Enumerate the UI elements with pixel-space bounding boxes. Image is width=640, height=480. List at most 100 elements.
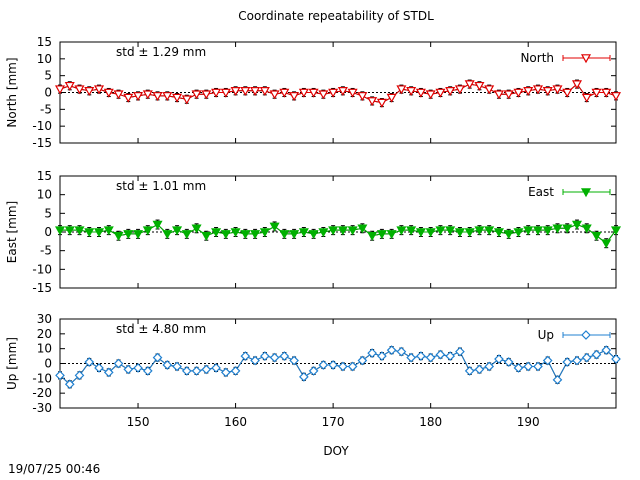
up-data-point bbox=[611, 354, 621, 364]
north-data-point bbox=[113, 90, 124, 100]
up-data-point bbox=[601, 345, 612, 355]
north-data-point bbox=[142, 90, 153, 100]
north-data-point bbox=[610, 92, 622, 102]
east-data-point bbox=[269, 222, 280, 232]
north-data-point bbox=[279, 88, 290, 98]
up-data-point bbox=[338, 361, 348, 372]
east-data-point bbox=[406, 226, 417, 236]
up-legend-marker bbox=[581, 330, 591, 340]
north-data-point bbox=[240, 87, 251, 97]
north-data-point bbox=[123, 93, 134, 103]
east-data-point bbox=[103, 226, 114, 236]
east-data-point bbox=[376, 230, 387, 240]
east-y-tick-label: -15 bbox=[32, 281, 52, 295]
up-data-point bbox=[55, 370, 65, 381]
up-data-point bbox=[172, 361, 182, 372]
north-data-point bbox=[328, 88, 339, 98]
east-data-point bbox=[571, 220, 583, 230]
north-data-point bbox=[84, 87, 95, 97]
east-legend-label: East bbox=[528, 185, 554, 199]
east-data-point bbox=[562, 224, 573, 234]
east-data-point bbox=[162, 230, 173, 240]
up-data-point bbox=[279, 351, 290, 361]
panels-group: -15 -10 -5 0 5 10 15 North [mm] std ± 1.29 mm Nor… bbox=[5, 35, 622, 429]
up-data-point bbox=[181, 366, 192, 376]
north-data-point bbox=[347, 88, 358, 98]
east-data-point bbox=[493, 228, 504, 238]
up-data-point bbox=[562, 357, 573, 367]
x-axis-label: DOY bbox=[323, 444, 349, 458]
up-data-point bbox=[416, 351, 426, 361]
up-data-point bbox=[396, 346, 407, 357]
north-data-point bbox=[191, 90, 202, 100]
x-tick-label: 170 bbox=[322, 415, 345, 429]
north-legend-marker bbox=[580, 54, 592, 64]
east-y-tick-label: 0 bbox=[44, 225, 52, 239]
east-data-point bbox=[191, 224, 202, 234]
north-data-point bbox=[64, 81, 75, 92]
east-data-point bbox=[172, 226, 183, 236]
north-data-point bbox=[376, 98, 387, 108]
east-data-point bbox=[337, 226, 348, 236]
up-data-point bbox=[84, 357, 95, 367]
north-data-point bbox=[54, 85, 66, 95]
up-data-point bbox=[591, 349, 602, 360]
north-data-point bbox=[523, 87, 534, 97]
east-data-point bbox=[532, 226, 543, 236]
east-data-point bbox=[415, 228, 426, 238]
north-data-point bbox=[415, 88, 426, 98]
east-data-point bbox=[240, 230, 251, 240]
x-tick-label: 150 bbox=[127, 415, 150, 429]
north-data-point bbox=[435, 88, 446, 98]
north-data-point bbox=[591, 88, 602, 98]
up-data-point bbox=[357, 355, 368, 366]
up-data-point bbox=[142, 366, 153, 376]
north-data-point bbox=[181, 95, 192, 105]
north-data-point bbox=[93, 85, 105, 95]
east-data-point bbox=[601, 239, 612, 249]
up-data-point bbox=[386, 345, 397, 355]
up-legend-label: Up bbox=[538, 328, 554, 342]
east-data-point bbox=[591, 231, 602, 241]
up-y-tick-label: 30 bbox=[37, 312, 52, 326]
east-data-point bbox=[425, 228, 436, 238]
north-reference-line bbox=[59, 83, 617, 104]
east-data-point bbox=[347, 226, 358, 236]
north-data-point bbox=[357, 92, 368, 102]
up-data-point bbox=[542, 355, 553, 366]
up-data-point bbox=[445, 351, 456, 361]
east-data-point bbox=[64, 226, 75, 236]
up-data-point bbox=[240, 351, 251, 361]
east-data-point bbox=[464, 228, 475, 238]
up-data-point bbox=[289, 355, 299, 366]
up-data-point bbox=[220, 367, 231, 378]
north-y-tick-label: 5 bbox=[44, 69, 52, 83]
panel-north: -15 -10 -5 0 5 10 15 North [mm] std ± 1.29 mm Nor… bbox=[5, 35, 622, 150]
north-data-point bbox=[493, 90, 504, 100]
east-data-point bbox=[357, 224, 368, 234]
east-data-point bbox=[113, 231, 124, 241]
north-data-point bbox=[386, 93, 397, 103]
x-tick-label: 190 bbox=[517, 415, 540, 429]
north-data-point bbox=[474, 81, 485, 92]
up-y-tick-label: 0 bbox=[44, 357, 52, 371]
east-data-point bbox=[84, 228, 95, 238]
east-data-point bbox=[396, 226, 407, 236]
east-data-point bbox=[279, 230, 290, 240]
up-data-point bbox=[464, 366, 475, 376]
up-data-point bbox=[230, 366, 241, 376]
east-data-point bbox=[152, 220, 163, 230]
north-data-point bbox=[503, 90, 514, 100]
up-data-point bbox=[455, 346, 465, 357]
north-data-point bbox=[74, 85, 85, 95]
east-data-point bbox=[211, 228, 222, 238]
up-data-point bbox=[484, 361, 495, 372]
east-data-point bbox=[552, 224, 563, 234]
north-y-tick-label: -5 bbox=[40, 102, 52, 116]
east-data-point bbox=[181, 230, 192, 240]
up-data-point bbox=[64, 379, 75, 390]
up-data-point bbox=[259, 351, 270, 361]
north-data-point bbox=[298, 88, 309, 98]
up-data-point bbox=[201, 364, 212, 375]
north-std-label: std ± 1.29 mm bbox=[116, 45, 206, 59]
